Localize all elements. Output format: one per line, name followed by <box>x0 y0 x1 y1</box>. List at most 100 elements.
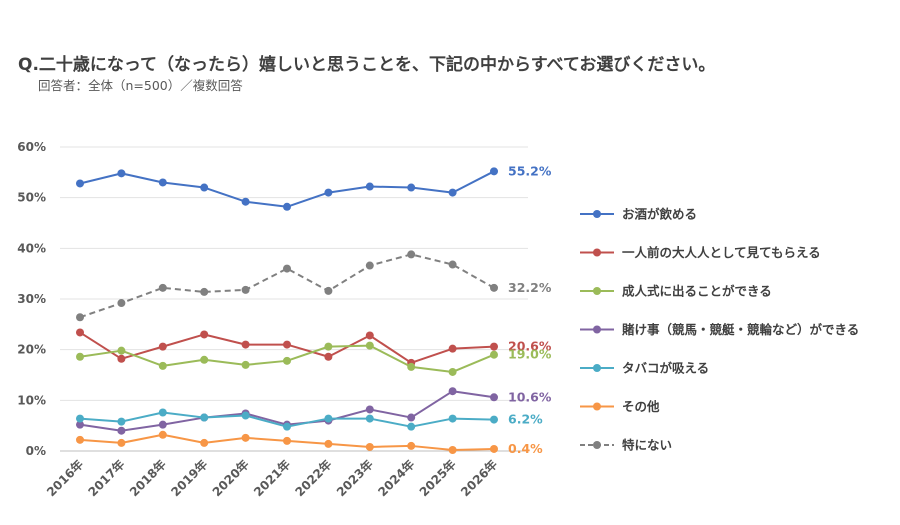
end-value-label: 20.6% <box>508 339 552 354</box>
end-value-label: 55.2% <box>508 163 552 178</box>
data-point <box>117 354 126 363</box>
legend-label: 賭け事（競馬・競艇・競輪など）ができる <box>621 322 859 337</box>
data-point <box>324 342 333 351</box>
data-point <box>241 197 250 206</box>
data-point <box>407 362 416 371</box>
y-tick-label: 30% <box>17 292 46 306</box>
end-value-label: 19.0% <box>508 347 552 362</box>
data-point <box>407 183 416 192</box>
x-axis: 2016年 2017年 2018年 2019年 2020年 2021年 2022年 2023年… <box>43 457 500 500</box>
data-point <box>407 413 416 422</box>
data-point <box>76 179 84 188</box>
x-tick-label: 2023年 <box>333 457 376 500</box>
data-point <box>448 188 457 197</box>
data-point <box>158 283 167 292</box>
data-point <box>448 367 457 376</box>
data-point <box>158 361 167 370</box>
data-point <box>76 313 84 322</box>
data-point <box>365 341 374 350</box>
data-point <box>448 414 457 423</box>
y-tick-label: 40% <box>17 241 46 255</box>
data-point <box>117 169 126 178</box>
data-point <box>200 438 209 447</box>
data-point <box>200 355 209 364</box>
data-point <box>241 340 250 349</box>
data-point <box>448 387 457 396</box>
data-point <box>117 417 126 426</box>
data-point <box>158 420 167 429</box>
chart-subtitle: 回答者：全体（n=500）／複数回答 <box>38 78 243 93</box>
legend-label: その他 <box>622 399 660 414</box>
y-tick-label: 50% <box>17 191 46 205</box>
data-point <box>365 442 374 451</box>
data-point <box>283 202 291 211</box>
data-point <box>407 441 416 450</box>
legend: お酒が飲める一人前の大人人として見てもらえる成人式に出ることができる賭け事（競馬… <box>580 207 859 453</box>
data-point <box>283 264 291 273</box>
legend-marker <box>593 325 601 334</box>
data-point <box>241 285 250 294</box>
data-point <box>241 433 250 442</box>
legend-marker <box>593 210 601 218</box>
chart-title: Q.二十歳になって（なったら）嬉しいと思うことを、下記の中からすべてお選びくださ… <box>18 55 716 75</box>
legend-label: お酒が飲める <box>622 207 697 222</box>
data-point <box>117 438 126 447</box>
series-line <box>79 253 495 319</box>
data-point <box>158 178 167 187</box>
x-tick-label: 2020年 <box>209 457 252 500</box>
data-point <box>365 182 374 191</box>
data-point <box>407 422 416 431</box>
x-tick-label: 2021年 <box>250 457 293 500</box>
data-point <box>200 413 209 422</box>
y-axis: 0% 10% 20% 30% 40% 50% 60% <box>17 140 46 458</box>
legend-label: 特にない <box>622 438 672 453</box>
data-point <box>200 183 209 192</box>
data-point <box>365 331 374 340</box>
series-line <box>79 170 495 208</box>
data-point <box>448 445 457 454</box>
data-point <box>365 261 374 270</box>
x-tick-label: 2018年 <box>126 457 169 500</box>
data-point <box>490 444 498 453</box>
legend-label: 成人式に出ることができる <box>622 284 772 299</box>
data-point <box>76 420 84 429</box>
data-point <box>324 414 333 423</box>
x-tick-label: 2025年 <box>416 457 459 500</box>
data-point <box>241 360 250 369</box>
data-point <box>324 352 333 361</box>
data-point <box>200 330 209 339</box>
end-value-label: 6.2% <box>508 412 543 427</box>
legend-marker <box>593 402 601 411</box>
data-point <box>490 415 498 424</box>
data-point <box>158 430 167 439</box>
legend-label: タバコが吸える <box>622 361 709 376</box>
x-tick-label: 2022年 <box>292 457 335 500</box>
data-point <box>117 299 126 308</box>
data-point <box>490 283 498 292</box>
data-point <box>448 260 457 269</box>
data-point <box>76 435 84 444</box>
x-tick-label: 2026年 <box>457 457 500 500</box>
data-point <box>365 414 374 423</box>
legend-marker <box>593 441 601 449</box>
data-point <box>283 422 291 431</box>
data-point <box>241 411 250 420</box>
y-tick-label: 10% <box>17 393 46 407</box>
data-point <box>324 286 333 295</box>
data-point <box>76 414 84 423</box>
data-point <box>283 436 291 445</box>
data-point <box>490 393 498 402</box>
data-point <box>324 439 333 448</box>
end-value-label: 0.4% <box>508 441 543 456</box>
y-tick-label: 20% <box>17 343 46 357</box>
x-tick-label: 2017年 <box>85 457 128 500</box>
legend-label: 一人前の大人人として見てもらえる <box>622 245 821 260</box>
data-point <box>490 167 498 176</box>
data-point <box>76 352 84 361</box>
data-point <box>283 356 291 365</box>
y-tick-label: 60% <box>17 140 46 154</box>
data-point <box>117 426 126 435</box>
data-point <box>158 408 167 417</box>
series-group <box>76 167 498 454</box>
